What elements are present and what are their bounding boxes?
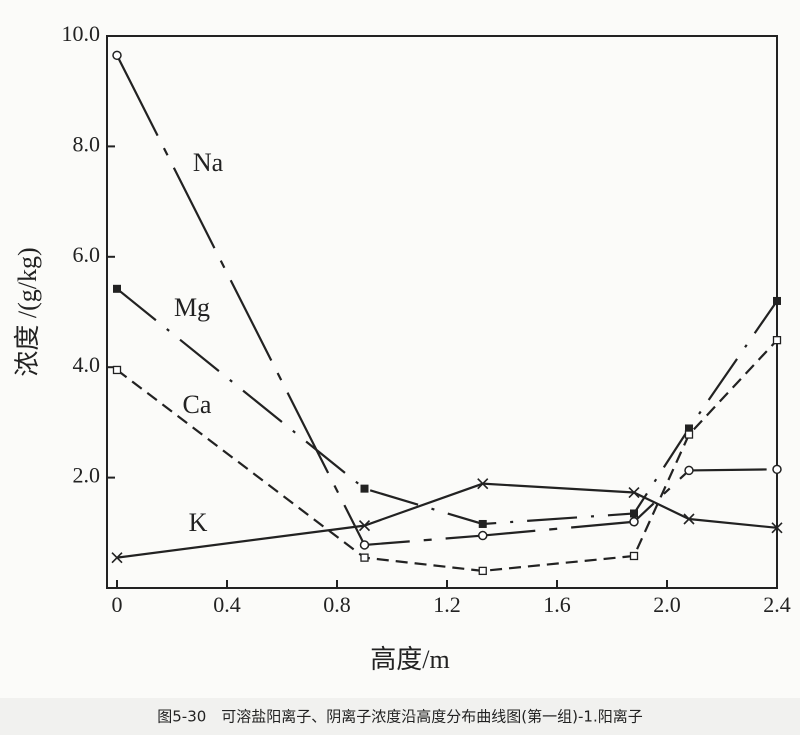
series-label: K <box>189 508 208 537</box>
series-label: Mg <box>174 293 210 322</box>
point <box>772 464 782 475</box>
point <box>683 513 695 525</box>
point <box>630 509 638 518</box>
point <box>112 365 122 375</box>
y-tick-label: 2.0 <box>73 463 101 488</box>
point <box>629 517 639 527</box>
point <box>358 520 371 532</box>
series-line <box>116 54 778 547</box>
y-tick-label: 4.0 <box>73 352 101 377</box>
series-label: Ca <box>183 390 212 419</box>
point <box>629 551 639 561</box>
point <box>477 478 489 490</box>
series-line <box>116 339 778 572</box>
x-tick-label: 2.0 <box>653 592 681 617</box>
y-axis-label: 浓度 /(g/kg) <box>13 247 42 376</box>
point <box>771 522 783 534</box>
x-axis-label: 高度/m <box>370 645 449 674</box>
point <box>478 519 487 528</box>
point <box>359 540 370 550</box>
point <box>684 465 694 476</box>
point <box>773 296 781 305</box>
point <box>112 50 122 61</box>
x-tick-label: 1.6 <box>543 592 571 617</box>
point <box>360 553 369 562</box>
point <box>684 430 694 439</box>
point <box>111 552 123 564</box>
point <box>772 336 782 345</box>
point <box>685 424 693 433</box>
x-tick-label: 2.4 <box>763 592 791 617</box>
point <box>360 484 369 493</box>
plot-frame <box>106 35 778 589</box>
point <box>628 486 640 499</box>
x-tick-label: 0 <box>112 592 123 617</box>
point <box>478 566 487 576</box>
caption: 图5-30 可溶盐阳离子、阴离子浓度沿高度分布曲线图(第一组)-1.阳离子 <box>157 708 642 726</box>
y-tick-label: 10.0 <box>62 21 101 46</box>
series-line <box>116 482 778 559</box>
y-tick-label: 6.0 <box>73 242 101 267</box>
point <box>478 530 488 541</box>
series-label: Na <box>193 148 224 177</box>
x-tick-label: 0.8 <box>323 592 351 617</box>
x-tick-label: 0.4 <box>213 592 241 617</box>
caption-band <box>0 698 800 735</box>
series-line <box>116 287 778 526</box>
y-tick-label: 8.0 <box>73 131 101 156</box>
point <box>113 284 121 293</box>
x-tick-label: 1.2 <box>433 592 461 617</box>
